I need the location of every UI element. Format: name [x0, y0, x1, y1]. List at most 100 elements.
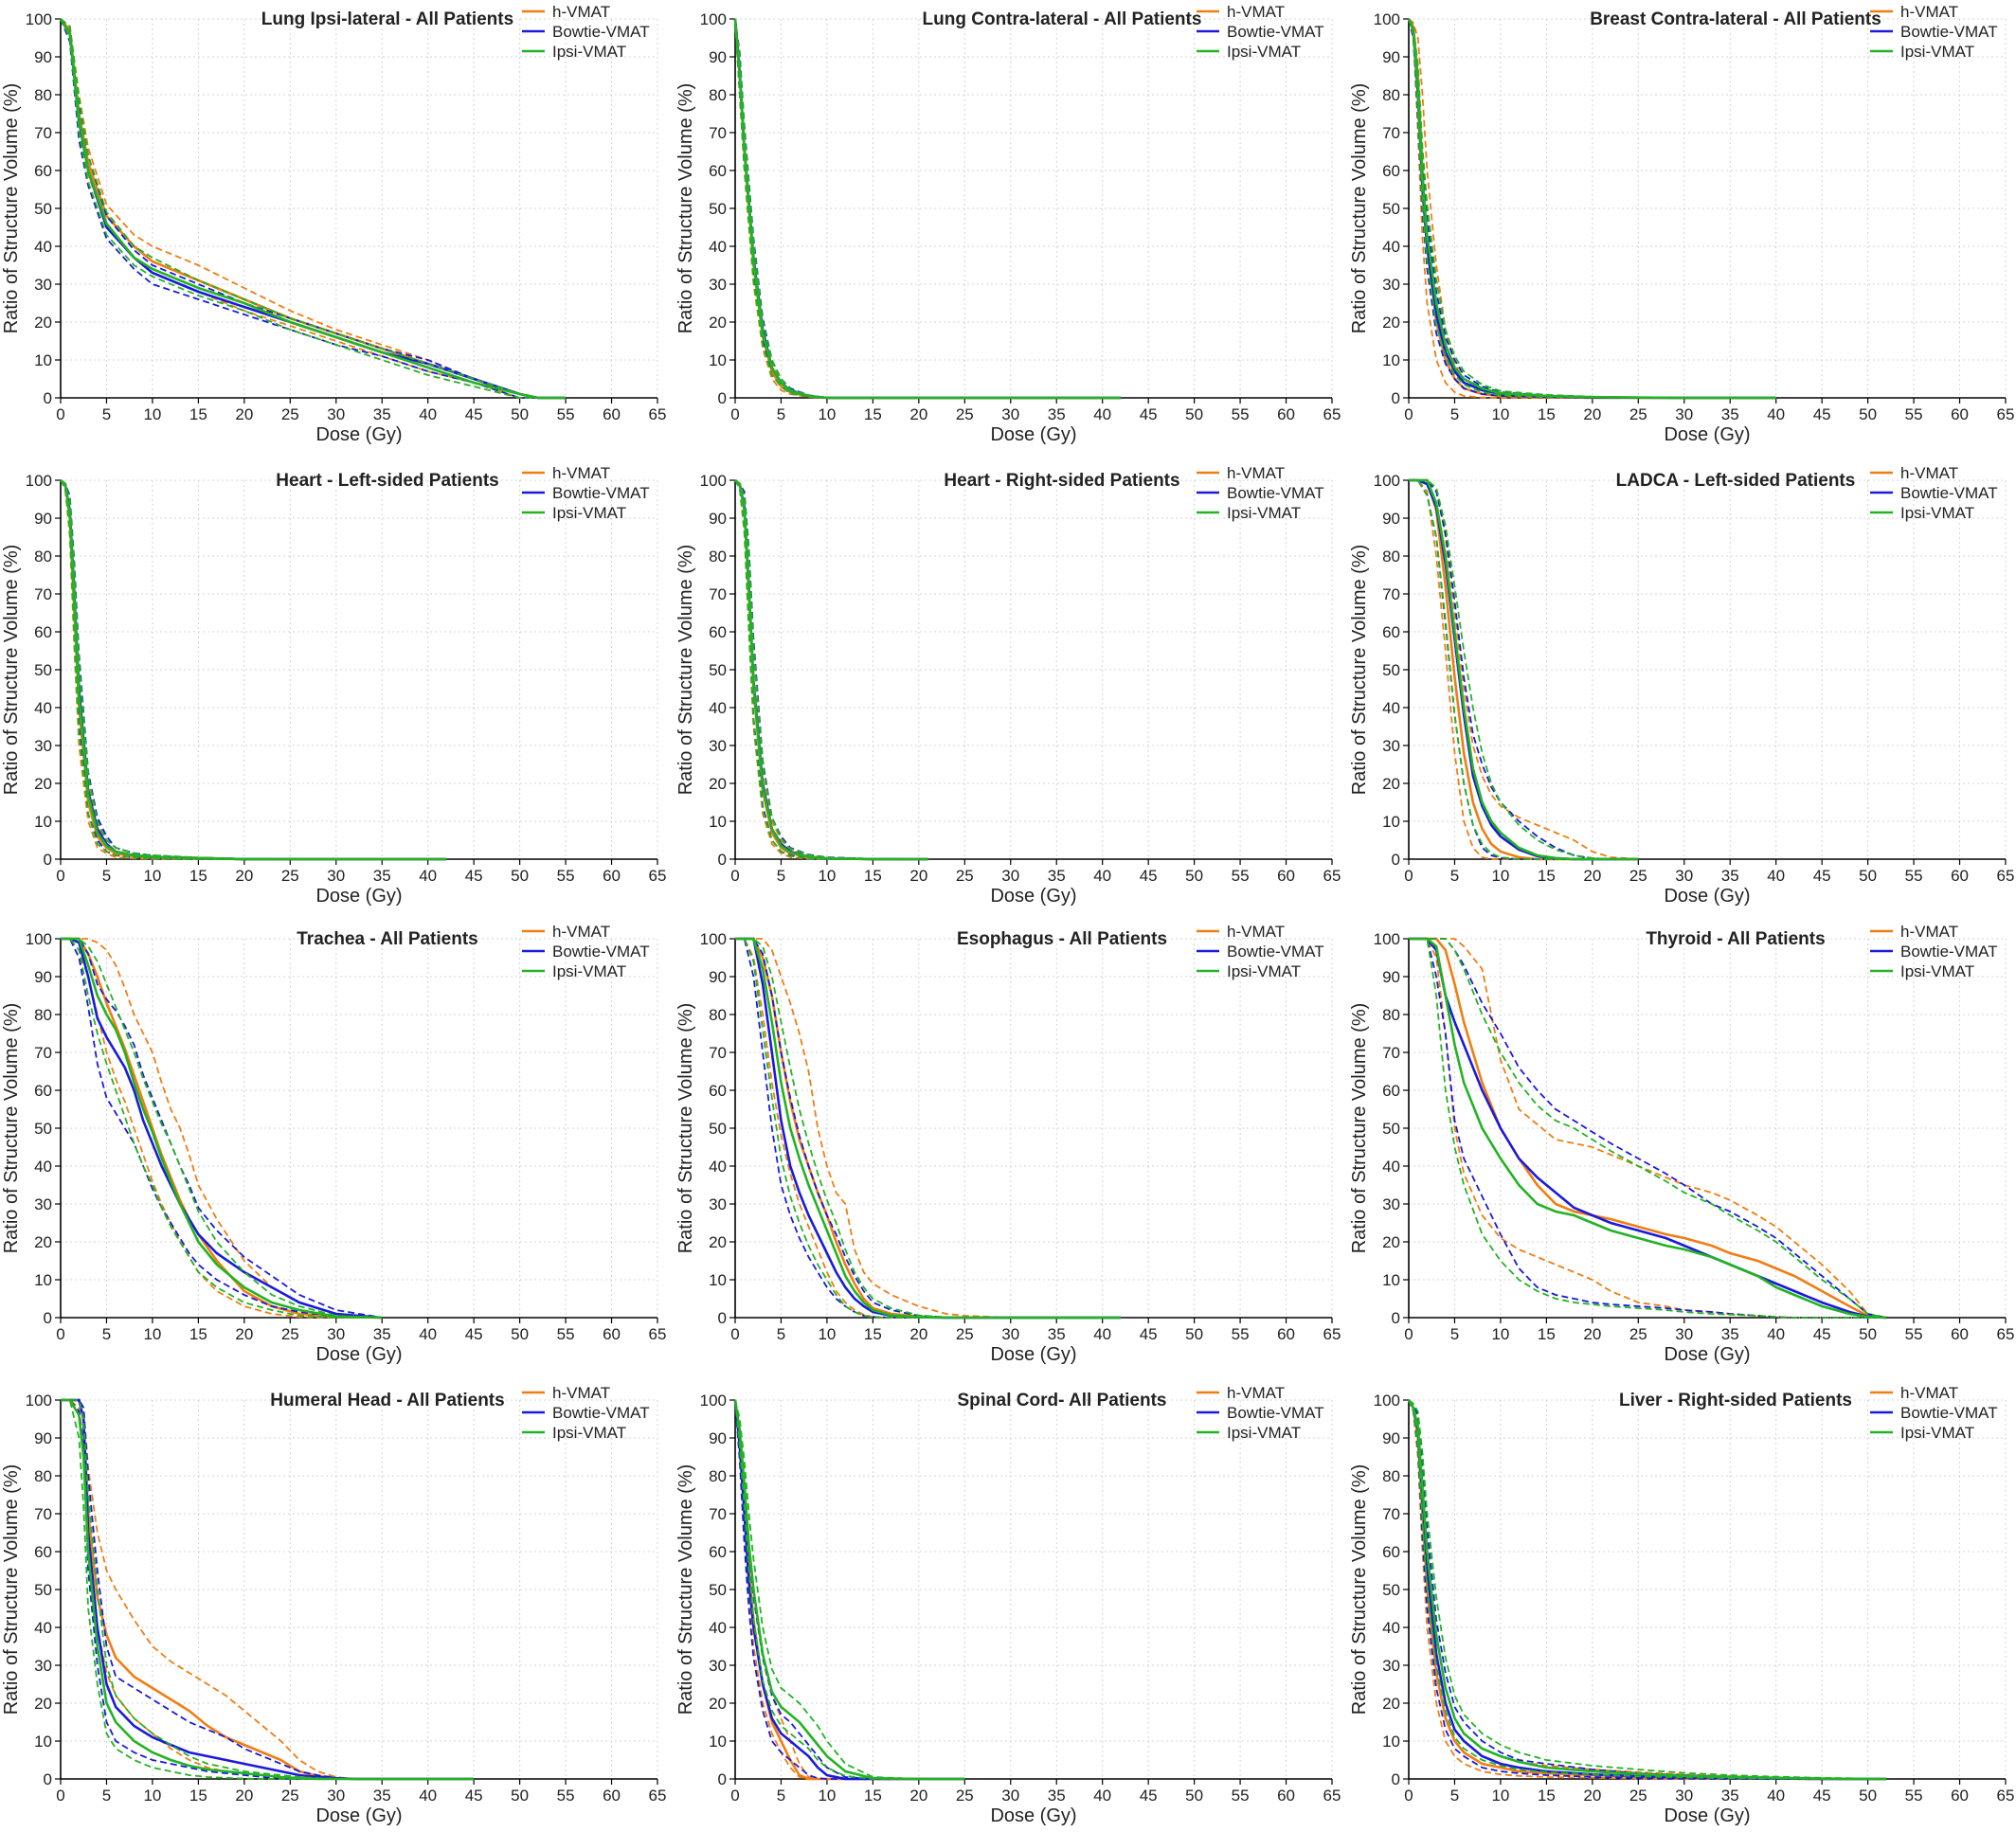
x-tick-label: 20: [909, 1787, 927, 1805]
series-mean-line: [733, 1399, 965, 1781]
dvh-panel: 0 5 10 15 20 25 30 35 40 45 50 55 60 65 0 10 20 30 40 50 60 7…: [1, 464, 666, 907]
x-tick-label: 45: [1140, 405, 1158, 423]
x-tick-label: 65: [1323, 405, 1341, 423]
y-tick-label: 30: [709, 1195, 727, 1213]
x-tick-label: 40: [419, 1787, 437, 1805]
y-tick-label: 70: [709, 1044, 727, 1062]
legend-label: h-VMAT: [1227, 3, 1285, 21]
series-upper-bound-line: [1409, 938, 1887, 1319]
x-tick-label: 15: [1538, 1787, 1556, 1805]
x-tick-label: 60: [603, 1325, 621, 1343]
y-tick-label: 10: [709, 351, 727, 369]
x-tick-label: 65: [649, 1325, 667, 1343]
x-tick-label: 10: [143, 1787, 161, 1805]
y-tick-label: 80: [34, 1467, 52, 1485]
y-tick-label: 0: [44, 1309, 52, 1327]
y-tick-label: 50: [34, 1581, 52, 1599]
y-tick-label: 0: [1392, 389, 1400, 407]
panel-title: Heart - Right-sided Patients: [944, 471, 1179, 491]
legend-label: Bowtie-VMAT: [1900, 943, 1998, 961]
y-tick-label: 10: [1382, 1733, 1400, 1751]
series-mean-line: [1409, 937, 1887, 1320]
y-tick-label: 0: [718, 1309, 727, 1327]
legend-label: h-VMAT: [1900, 1384, 1958, 1402]
x-tick-label: 10: [818, 1787, 836, 1805]
x-tick-label: 0: [1404, 1787, 1413, 1805]
x-tick-label: 10: [143, 1325, 161, 1343]
x-tick-label: 0: [730, 867, 739, 885]
y-tick-label: 80: [709, 548, 727, 566]
x-tick-label: 35: [1721, 867, 1739, 885]
x-tick-label: 60: [603, 867, 621, 885]
x-tick-label: 65: [1323, 1325, 1341, 1343]
x-tick-label: 20: [909, 405, 927, 423]
series-upper-bound-line: [734, 479, 928, 860]
x-tick-label: 30: [1675, 867, 1693, 885]
x-tick-label: 25: [281, 1787, 299, 1805]
x-tick-label: 20: [235, 405, 253, 423]
x-tick-label: 20: [909, 867, 927, 885]
x-tick-label: 45: [1140, 867, 1158, 885]
y-tick-label: 20: [709, 1695, 727, 1713]
legend-label: h-VMAT: [552, 3, 610, 21]
x-tick-label: 55: [1905, 405, 1923, 423]
x-tick-label: 40: [419, 867, 437, 885]
panel-title: Spinal Cord- All Patients: [958, 1391, 1167, 1410]
series-mean-line: [1409, 937, 1887, 1320]
y-tick-label: 70: [709, 585, 727, 603]
series-mean-line: [735, 937, 1122, 1320]
panel-title: Lung Contra-lateral - All Patients: [923, 9, 1202, 29]
x-tick-label: 25: [281, 1325, 299, 1343]
dvh-panel: 0 5 10 15 20 25 30 35 40 45 50 55 60 65 0 10 20 30 40 50 60 7…: [675, 464, 1341, 907]
y-tick-label: 100: [1374, 930, 1400, 948]
series-mean-line: [1409, 478, 1639, 861]
series-mean-line: [61, 937, 383, 1320]
panel-title: Trachea - All Patients: [297, 929, 477, 949]
y-tick-label: 20: [709, 314, 727, 332]
y-tick-label: 90: [1382, 968, 1400, 986]
x-tick-label: 25: [956, 867, 974, 885]
legend-label: Ipsi-VMAT: [1227, 43, 1301, 61]
x-tick-label: 40: [419, 405, 437, 423]
x-tick-label: 25: [1629, 1787, 1647, 1805]
x-tick-label: 30: [1001, 1325, 1019, 1343]
series-mean-line: [1407, 1399, 1886, 1781]
y-tick-label: 20: [34, 1695, 52, 1713]
series-lower-bound-line: [734, 1399, 965, 1780]
y-tick-label: 90: [709, 510, 727, 528]
x-tick-label: 35: [373, 1787, 391, 1805]
x-tick-label: 15: [1538, 405, 1556, 423]
series-mean-line: [59, 18, 567, 400]
y-tick-label: 70: [34, 124, 52, 142]
x-tick-label: 65: [1997, 867, 2015, 885]
y-tick-label: 50: [1382, 661, 1400, 679]
legend-label: Ipsi-VMAT: [1900, 962, 1974, 980]
y-tick-label: 50: [709, 661, 727, 679]
x-tick-label: 15: [189, 405, 207, 423]
y-tick-label: 80: [1382, 1006, 1400, 1024]
x-tick-label: 0: [56, 1787, 64, 1805]
y-tick-label: 30: [34, 737, 52, 755]
legend-label: Ipsi-VMAT: [552, 504, 626, 522]
y-tick-label: 30: [709, 276, 727, 294]
panel-title: Esophagus - All Patients: [957, 929, 1167, 949]
x-tick-label: 20: [1583, 1787, 1601, 1805]
y-tick-label: 40: [709, 238, 727, 256]
y-tick-label: 0: [1392, 851, 1400, 869]
series-upper-bound-line: [1408, 1399, 1887, 1780]
y-tick-label: 10: [1382, 1271, 1400, 1289]
dvh-panel: 0 5 10 15 20 25 30 35 40 45 50 55 60 65 0 10 20 30 40 50 60 7…: [675, 1384, 1341, 1826]
x-tick-label: 20: [235, 867, 253, 885]
y-axis-label: Ratio of Structure Volume (%): [1349, 545, 1370, 796]
x-tick-label: 65: [1323, 1787, 1341, 1805]
x-tick-label: 50: [1185, 867, 1203, 885]
x-tick-label: 35: [373, 1325, 391, 1343]
x-tick-label: 15: [864, 1787, 882, 1805]
y-tick-label: 60: [709, 623, 727, 641]
y-tick-label: 100: [1374, 1392, 1400, 1410]
x-tick-label: 25: [956, 1787, 974, 1805]
x-axis-label: Dose (Gy): [315, 424, 402, 445]
x-axis-label: Dose (Gy): [1664, 886, 1750, 907]
legend-label: h-VMAT: [1900, 464, 1958, 482]
